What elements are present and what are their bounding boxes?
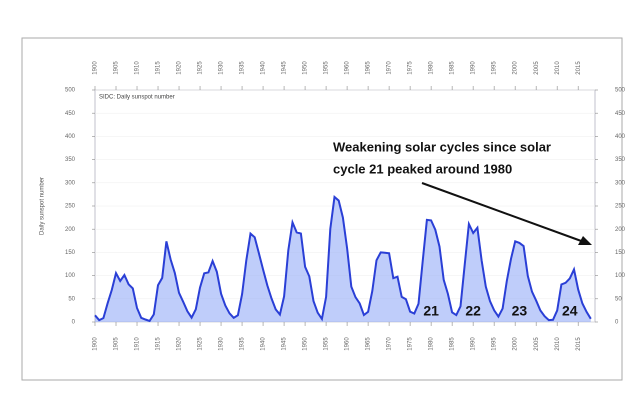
y2-tick-label: 100 [615,273,626,279]
x-tick-label: 2005 [534,337,540,351]
x-top-tick-label: 1950 [303,61,309,75]
y-tick-label: 50 [68,296,75,302]
y-tick-label: 150 [65,250,76,256]
x-top-tick-label: 1985 [450,61,456,75]
plot-layer: 0 0 50 50 100 100 150 150 200 200 250 250 300 300 350 3… [65,61,626,351]
arrow-line [421,182,585,243]
x-tick-label: 1985 [450,337,456,351]
x-tick-label: 1925 [198,337,204,351]
cycle-label: 21 [423,303,439,319]
cycle-label: 23 [512,303,528,319]
y2-tick-label: 150 [615,250,626,256]
x-top-tick-label: 1935 [240,61,246,75]
x-tick-label: 2015 [576,337,582,351]
x-top-tick-label: 1915 [156,61,162,75]
y2-tick-label: 500 [615,88,626,94]
y-tick-label: 400 [65,134,76,140]
arrow-head [578,236,592,245]
x-top-tick-label: 2005 [534,61,540,75]
x-tick-label: 2010 [555,337,561,351]
y2-tick-label: 450 [615,111,626,117]
y2-tick-label: 50 [615,296,622,302]
chart-title: SIDC: Daily sunspot number [99,95,175,101]
x-tick-label: 1980 [429,337,435,351]
x-top-tick-label: 1920 [177,61,183,75]
x-tick-label: 1930 [219,337,225,351]
cycle-label: 22 [465,303,481,319]
y-tick-label: 0 [72,320,76,326]
x-tick-label: 1920 [177,337,183,351]
x-tick-label: 1945 [282,337,288,351]
y-tick-label: 350 [65,157,76,163]
y2-tick-label: 200 [615,227,626,233]
x-top-tick-label: 1965 [366,61,372,75]
x-top-tick-label: 1900 [93,61,99,75]
y-tick-label: 450 [65,111,76,117]
x-tick-label: 1905 [114,337,120,351]
y2-tick-label: 350 [615,157,626,163]
y-tick-label: 100 [65,273,76,279]
x-top-tick-label: 1930 [219,61,225,75]
y2-tick-label: 0 [615,320,619,326]
x-top-tick-label: 2015 [576,61,582,75]
x-tick-label: 1935 [240,337,246,351]
x-tick-label: 1970 [387,337,393,351]
x-top-tick-label: 1980 [429,61,435,75]
series-area [95,197,591,322]
x-tick-label: 1975 [408,337,414,351]
x-tick-label: 1915 [156,337,162,351]
x-tick-label: 1965 [366,337,372,351]
x-tick-label: 1995 [492,337,498,351]
x-top-tick-label: 1905 [114,61,120,75]
y-tick-label: 200 [65,227,76,233]
x-top-tick-label: 1995 [492,61,498,75]
x-top-tick-label: 2000 [513,61,519,75]
x-top-tick-label: 1945 [282,61,288,75]
y2-tick-label: 400 [615,134,626,140]
x-top-tick-label: 1970 [387,61,393,75]
x-top-tick-label: 1990 [471,61,477,75]
x-tick-label: 1940 [261,337,267,351]
cycle-label: 24 [562,303,578,319]
annotation: cycle 21 peaked around 1980 [333,161,512,176]
x-tick-label: 1950 [303,337,309,351]
y2-tick-label: 250 [615,204,626,210]
x-tick-label: 1955 [324,337,330,351]
annotation: Weakening solar cycles since solar [333,139,551,154]
y-axis-label: Daily sunspot number [40,177,46,235]
x-tick-label: 1960 [345,337,351,351]
x-top-tick-label: 2010 [555,61,561,75]
x-top-tick-label: 1955 [324,61,330,75]
x-top-tick-label: 1925 [198,61,204,75]
y-tick-label: 250 [65,204,76,210]
x-top-tick-label: 1975 [408,61,414,75]
x-top-tick-label: 1910 [135,61,141,75]
x-top-tick-label: 1940 [261,61,267,75]
y-tick-label: 500 [65,88,76,94]
x-tick-label: 1990 [471,337,477,351]
x-tick-label: 1910 [135,337,141,351]
y-tick-label: 300 [65,180,76,186]
series-line [94,195,592,323]
y2-tick-label: 300 [615,180,626,186]
x-tick-label: 2000 [513,337,519,351]
x-tick-label: 1900 [93,337,99,351]
x-top-tick-label: 1960 [345,61,351,75]
